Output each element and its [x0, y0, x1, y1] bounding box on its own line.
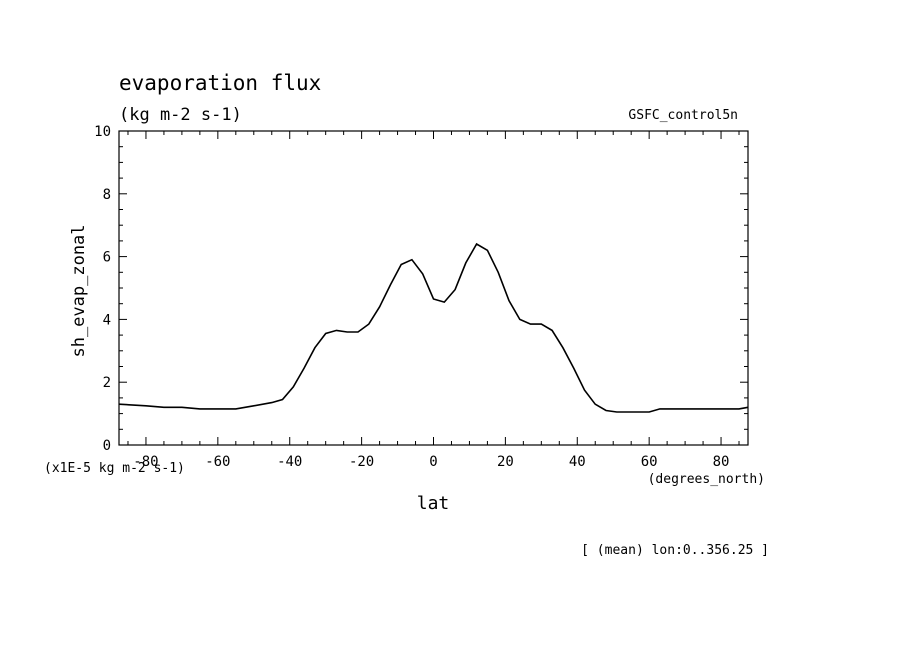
x-units-label: (degrees_north) — [648, 472, 765, 487]
y-tick-label: 4 — [103, 312, 111, 328]
tick-labels: -80 -60 -40 -20 0 20 40 60 80 0 2 4 6 8 10 — [94, 124, 729, 470]
x-axis-label: lat — [417, 493, 450, 514]
x-tick-label: 80 — [713, 454, 730, 470]
plot-frame — [118, 130, 749, 446]
y-tick-label: 10 — [94, 124, 111, 140]
y-tick-label: 6 — [103, 250, 111, 266]
y-scale-note: (x1E-5 kg m-2 s-1) — [44, 461, 185, 476]
x-tick-label: 60 — [641, 454, 658, 470]
series-line-sh-evap-zonal — [118, 242, 749, 413]
y-axis-label: sh_evap_zonal — [69, 224, 89, 357]
axis-ticks — [119, 130, 748, 446]
y-tick-label: 0 — [103, 438, 111, 454]
x-tick-label: -20 — [349, 454, 374, 470]
x-tick-label: 20 — [497, 454, 514, 470]
x-tick-label: -60 — [205, 454, 230, 470]
x-tick-label: -80 — [133, 454, 158, 470]
chart-units: (kg m-2 s-1) — [119, 105, 242, 125]
x-tick-label: 0 — [429, 454, 437, 470]
y-tick-label: 2 — [103, 375, 111, 391]
dataset-label: GSFC_control5n — [628, 108, 738, 123]
x-tick-label: -40 — [277, 454, 302, 470]
x-tick-label: 40 — [569, 454, 586, 470]
y-tick-label: 8 — [103, 187, 111, 203]
footnote-mean-lon: [ (mean) lon:0..356.25 ] — [581, 543, 769, 558]
chart-title: evaporation flux — [119, 71, 321, 95]
